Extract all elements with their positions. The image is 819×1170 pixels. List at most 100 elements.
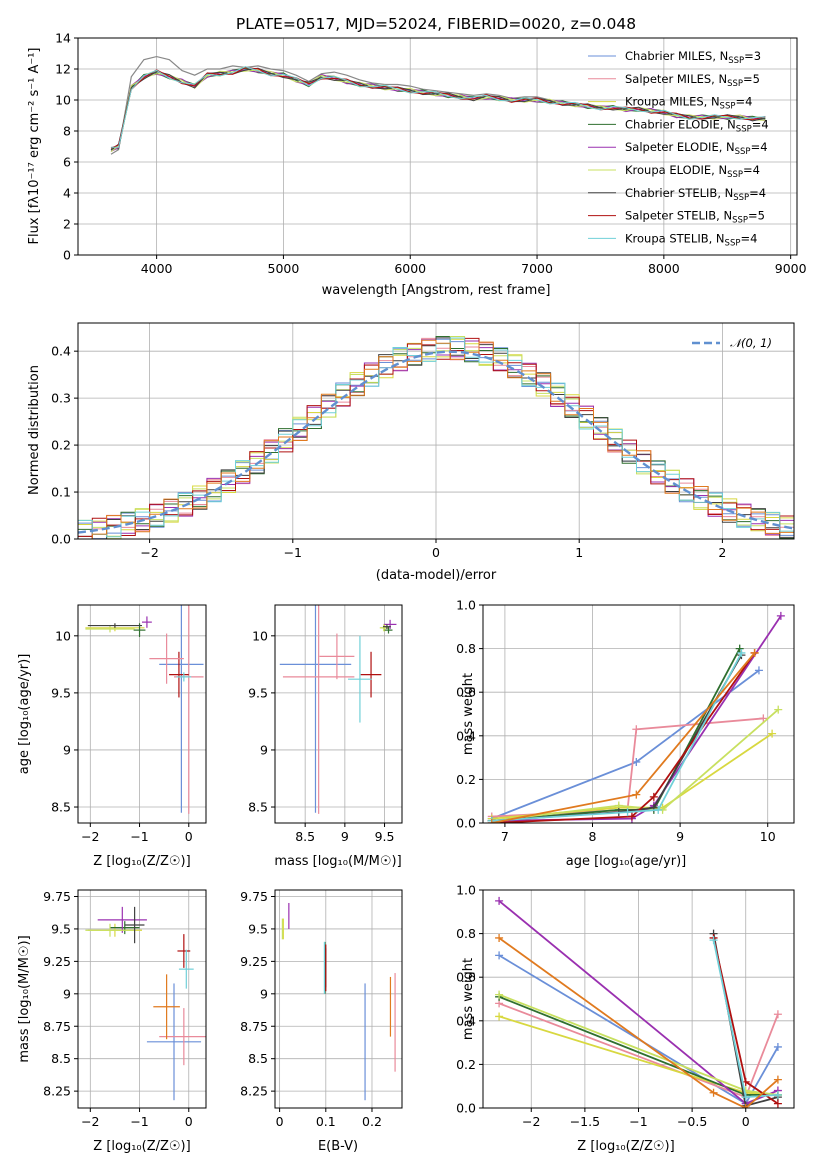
plus-marker (632, 790, 641, 799)
x-tick-label: 8 (589, 829, 597, 844)
y-tick-label: 9 (260, 986, 268, 1001)
x-tick-label: 0.2 (362, 1114, 382, 1129)
x-tick-label: 6000 (394, 261, 426, 276)
error-bar-point (348, 635, 372, 723)
mass-weight-vs-age-ylabel: mass weight (461, 673, 476, 755)
y-tick-label: 8.5 (51, 1051, 71, 1066)
y-tick-label: 0.1 (51, 485, 71, 500)
y-tick-label: 10 (252, 628, 268, 643)
y-tick-label: 8.5 (248, 800, 268, 815)
legend-label: Kroupa STELIB, NSSP=4 (625, 231, 757, 248)
error-bar-point (142, 616, 152, 628)
residual-histogram-panel: −2 −1 0 1 2 0.0 0.1 0.2 0.3 0.4 𝒩(0, 1) (51, 322, 795, 560)
mass-weight-line (491, 708, 779, 822)
error-bar-point (177, 934, 191, 968)
y-tick-label: 0.4 (456, 728, 476, 743)
error-bar-point (124, 906, 145, 944)
plus-marker (495, 1012, 504, 1021)
y-tick-label: 4 (63, 186, 71, 201)
mass-weight-vs-age-panel: 7 8 9 10 0.0 0.2 0.4 0.6 0.8 1.0 (456, 598, 795, 844)
figure-title: PLATE=0517, MJD=52024, FIBERID=0020, z=0… (236, 15, 636, 33)
plus-marker (741, 1093, 750, 1102)
age-vs-metallicity-panel: −2 −1 0 8.5 9 9.5 10 (51, 604, 207, 844)
y-tick-label: 9.25 (43, 954, 71, 969)
plot-area (487, 611, 785, 823)
plot-area (279, 605, 397, 814)
spectrum-ylabel: Flux [fλ10⁻¹⁷ erg cm⁻² s⁻¹ A⁻¹] (27, 48, 42, 245)
error-bar-point (97, 906, 147, 933)
plus-marker (750, 648, 759, 657)
error-bar-point (176, 672, 192, 682)
x-tick-label: −1 (629, 1114, 647, 1129)
plus-marker (773, 1099, 782, 1108)
y-tick-label: 9 (63, 986, 71, 1001)
mass-vs-Z-xlabel: Z [log₁₀(Z/Z☉)] (93, 1139, 190, 1154)
x-tick-label: 7000 (521, 261, 553, 276)
legend-label: Salpeter STELIB, NSSP=5 (625, 209, 765, 226)
error-bar-point (384, 626, 393, 634)
x-tick-label: 0 (432, 545, 440, 560)
mass-weight-line (491, 652, 743, 822)
y-tick-label: 10 (55, 628, 71, 643)
mass-vs-metallicity-panel: −2 −1 0 8.25 8.5 8.75 9 9.25 9.5 9.75 (43, 889, 207, 1129)
plus-marker (649, 792, 658, 801)
x-tick-label: −2 (81, 829, 99, 844)
mass-weight-vs-age-xlabel: age [log₁₀(age/yr)] (566, 854, 687, 869)
error-bar-point (146, 983, 202, 1101)
plot-area (85, 906, 206, 1101)
error-bar-point (282, 605, 355, 814)
age-vs-mass-xlabel: mass [log₁₀(M/M☉)] (274, 854, 401, 869)
legend-label: Salpeter MILES, NSSP=5 (625, 72, 760, 89)
error-bar-point (382, 624, 391, 629)
y-tick-label: 8.25 (43, 1084, 71, 1099)
x-tick-label: −2 (140, 545, 158, 560)
legend-label: Kroupa MILES, NSSP=4 (625, 95, 752, 112)
plus-marker (741, 1104, 750, 1108)
y-tick-label: 12 (55, 62, 71, 77)
y-tick-label: 0.0 (456, 1101, 476, 1116)
x-tick-label: 0 (185, 829, 193, 844)
histogram-ylabel: Normed distribution (27, 365, 42, 495)
mass-vs-Z-ylabel: mass [log₁₀(M/M☉)] (17, 935, 32, 1062)
age-vs-Z-xlabel: Z [log₁₀(Z/Z☉)] (93, 854, 190, 869)
y-tick-label: 8.5 (51, 800, 71, 815)
mass-weight-line (491, 615, 782, 822)
mass-weight-line (498, 937, 779, 1108)
y-tick-label: 9.5 (51, 921, 71, 936)
y-tick-label: 8.75 (240, 1019, 268, 1034)
axes-frame (482, 889, 795, 1109)
x-tick-label: 5000 (268, 261, 300, 276)
x-tick-label: 7 (501, 829, 509, 844)
plot-area (78, 336, 794, 539)
normal-distribution-curve (78, 350, 794, 534)
plus-marker (737, 648, 746, 657)
error-bar-point (159, 605, 204, 813)
x-tick-label: 4000 (141, 261, 173, 276)
spectrum-xlabel: wavelength [Angstrom, rest frame] (322, 283, 551, 298)
axes-frame (77, 37, 798, 256)
mass-vs-EBV-xlabel: E(B-V) (318, 1139, 358, 1154)
y-tick-label: 0.6 (456, 970, 476, 985)
plus-marker (709, 1088, 718, 1097)
x-tick-label: 9.5 (375, 829, 395, 844)
error-bar-point (279, 605, 352, 813)
x-tick-label: 1 (575, 545, 583, 560)
plus-marker (627, 812, 636, 821)
plus-marker (654, 805, 663, 814)
y-tick-label: 8 (63, 124, 71, 139)
error-bar-point (153, 974, 180, 1040)
plus-marker (776, 611, 785, 620)
x-tick-label: 0 (185, 1114, 193, 1129)
y-tick-label: 9.25 (240, 954, 268, 969)
plus-marker (735, 644, 744, 653)
axes-frame (77, 322, 795, 540)
plus-marker (487, 819, 496, 823)
error-bar-point (383, 619, 397, 629)
y-tick-label: 0.6 (456, 685, 476, 700)
y-tick-label: 8.25 (240, 1084, 268, 1099)
y-tick-label: 0.2 (456, 772, 476, 787)
plus-marker (754, 666, 763, 675)
y-tick-label: 9.5 (248, 685, 268, 700)
y-tick-label: 9 (260, 742, 268, 757)
